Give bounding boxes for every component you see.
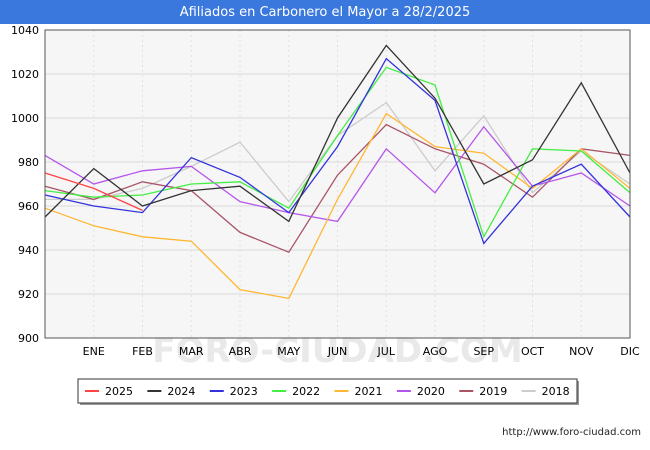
x-tick-label: MAR xyxy=(179,345,204,358)
chart-title: Afiliados en Carbonero el Mayor a 28/2/2… xyxy=(0,0,650,24)
y-tick-label: 1040 xyxy=(11,24,39,37)
plot-border xyxy=(44,29,631,339)
x-tick-label: OCT xyxy=(521,345,544,358)
legend-label-2022: 2022 xyxy=(292,385,320,398)
legend-label-2024: 2024 xyxy=(167,385,195,398)
series-line-2019 xyxy=(44,123,631,254)
x-tick-label: FEB xyxy=(132,345,153,358)
series-line-2023 xyxy=(44,57,631,245)
y-tick-label: 1000 xyxy=(11,112,39,125)
legend-label-2023: 2023 xyxy=(230,385,258,398)
x-tick-label: JUN xyxy=(327,345,348,358)
x-tick-label: ENE xyxy=(83,345,105,358)
x-tick-label: ABR xyxy=(229,345,252,358)
y-tick-label: 980 xyxy=(18,156,39,169)
y-tick-label: 920 xyxy=(18,288,39,301)
x-tick-label: AGO xyxy=(423,345,448,358)
legend-label-2020: 2020 xyxy=(417,385,445,398)
x-tick-label: DIC xyxy=(620,345,640,358)
x-tick-label: JUL xyxy=(377,345,396,358)
y-tick-label: 900 xyxy=(18,332,39,345)
y-tick-label: 1020 xyxy=(11,68,39,81)
series-line-2022 xyxy=(44,66,631,239)
legend-label-2025: 2025 xyxy=(105,385,133,398)
x-tick-label: MAY xyxy=(277,345,300,358)
y-tick-label: 960 xyxy=(18,200,39,213)
y-tick-label: 940 xyxy=(18,244,39,257)
legend-label-2018: 2018 xyxy=(542,385,570,398)
axes: 900 920 940 960 980 1000 1020 1040 ENE FEB MAR ABR M… xyxy=(11,24,640,358)
series-line-2024 xyxy=(44,44,631,223)
x-tick-label: SEP xyxy=(473,345,494,358)
x-tick-label: NOV xyxy=(569,345,594,358)
legend: 2025 2024 2023 2022 2021 2020 2019 2018 xyxy=(77,378,579,405)
legend-label-2021: 2021 xyxy=(355,385,383,398)
series-line-2021 xyxy=(44,112,631,300)
series-line-2025 xyxy=(44,172,143,211)
source-url: http://www.foro-ciudad.com xyxy=(502,427,641,438)
legend-label-2019: 2019 xyxy=(479,385,507,398)
series-lines xyxy=(44,44,631,300)
